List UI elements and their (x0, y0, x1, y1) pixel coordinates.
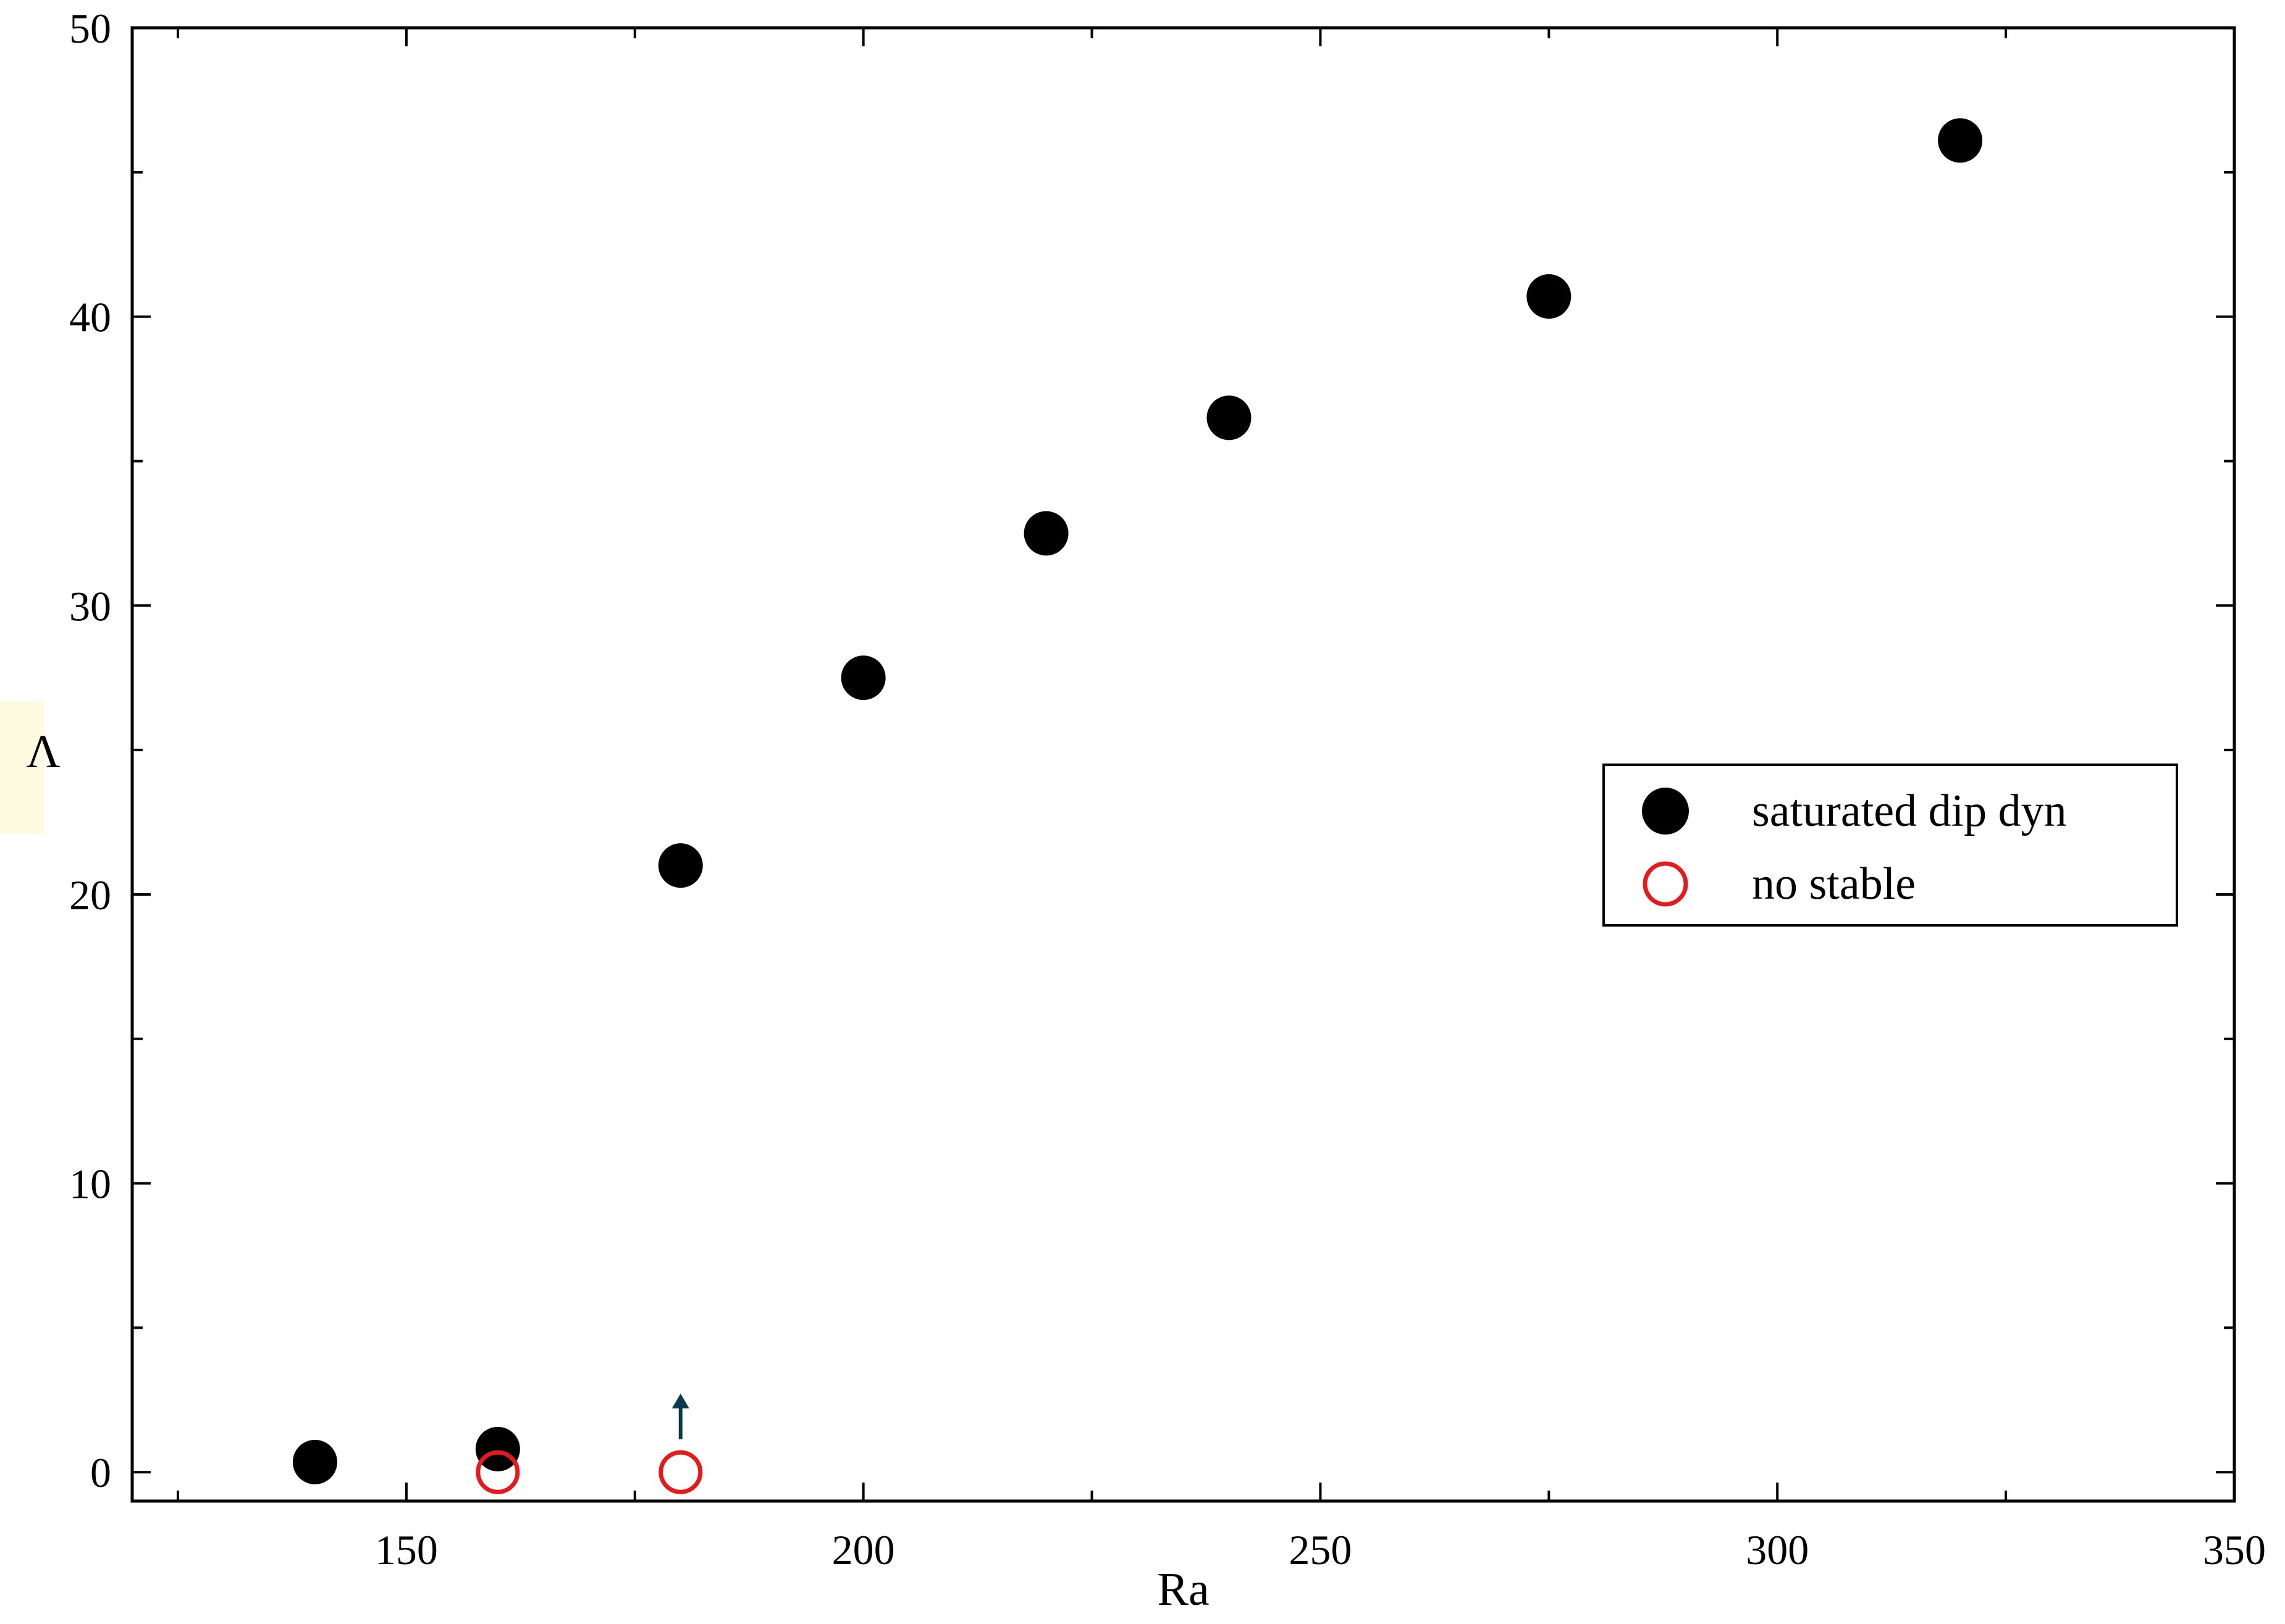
arrow-up-icon-head (671, 1394, 689, 1408)
data-point-series-0 (1938, 118, 1983, 163)
x-tick-label: 350 (2203, 1526, 2266, 1573)
y-axis-label: Λ (26, 726, 60, 778)
x-axis-label: Ra (1157, 1563, 1209, 1615)
plot-frame (130, 26, 2236, 1503)
data-point-series-0 (292, 1439, 337, 1484)
legend-marker-open (1643, 861, 1688, 907)
y-tick-label: 20 (69, 872, 111, 919)
data-point-series-1 (476, 1450, 520, 1494)
x-tick-label: 300 (1746, 1526, 1809, 1573)
data-point-series-0 (1526, 274, 1572, 319)
legend-label: saturated dip dyn (1752, 786, 2067, 836)
y-tick-label: 0 (90, 1449, 111, 1496)
annotations (671, 1394, 689, 1439)
data-point-series-0 (1024, 511, 1069, 556)
data-point-series-0 (841, 655, 886, 701)
data-point-series-0 (475, 1426, 520, 1471)
data-markers (292, 118, 1983, 1494)
y-tick-label: 40 (69, 294, 111, 341)
x-tick-label: 150 (375, 1526, 438, 1573)
legend: saturated dip dyn no stable (1602, 764, 2178, 927)
data-point-series-0 (1206, 395, 1252, 440)
legend-label: no stable (1752, 859, 1916, 909)
y-tick-label: 50 (69, 5, 111, 52)
data-point-series-1 (659, 1450, 703, 1494)
y-axis-label-highlight (0, 701, 44, 834)
axis-tick-labels: 150 200 250 300 350 0 10 20 30 40 50 (69, 5, 2266, 1573)
x-tick-label: 250 (1289, 1526, 1352, 1573)
data-point-series-0 (658, 843, 703, 888)
y-tick-label: 10 (69, 1161, 111, 1208)
legend-box (1602, 764, 2178, 927)
legend-marker-filled (1642, 788, 1689, 835)
y-tick-label: 30 (69, 583, 111, 629)
x-tick-label: 200 (832, 1526, 895, 1573)
